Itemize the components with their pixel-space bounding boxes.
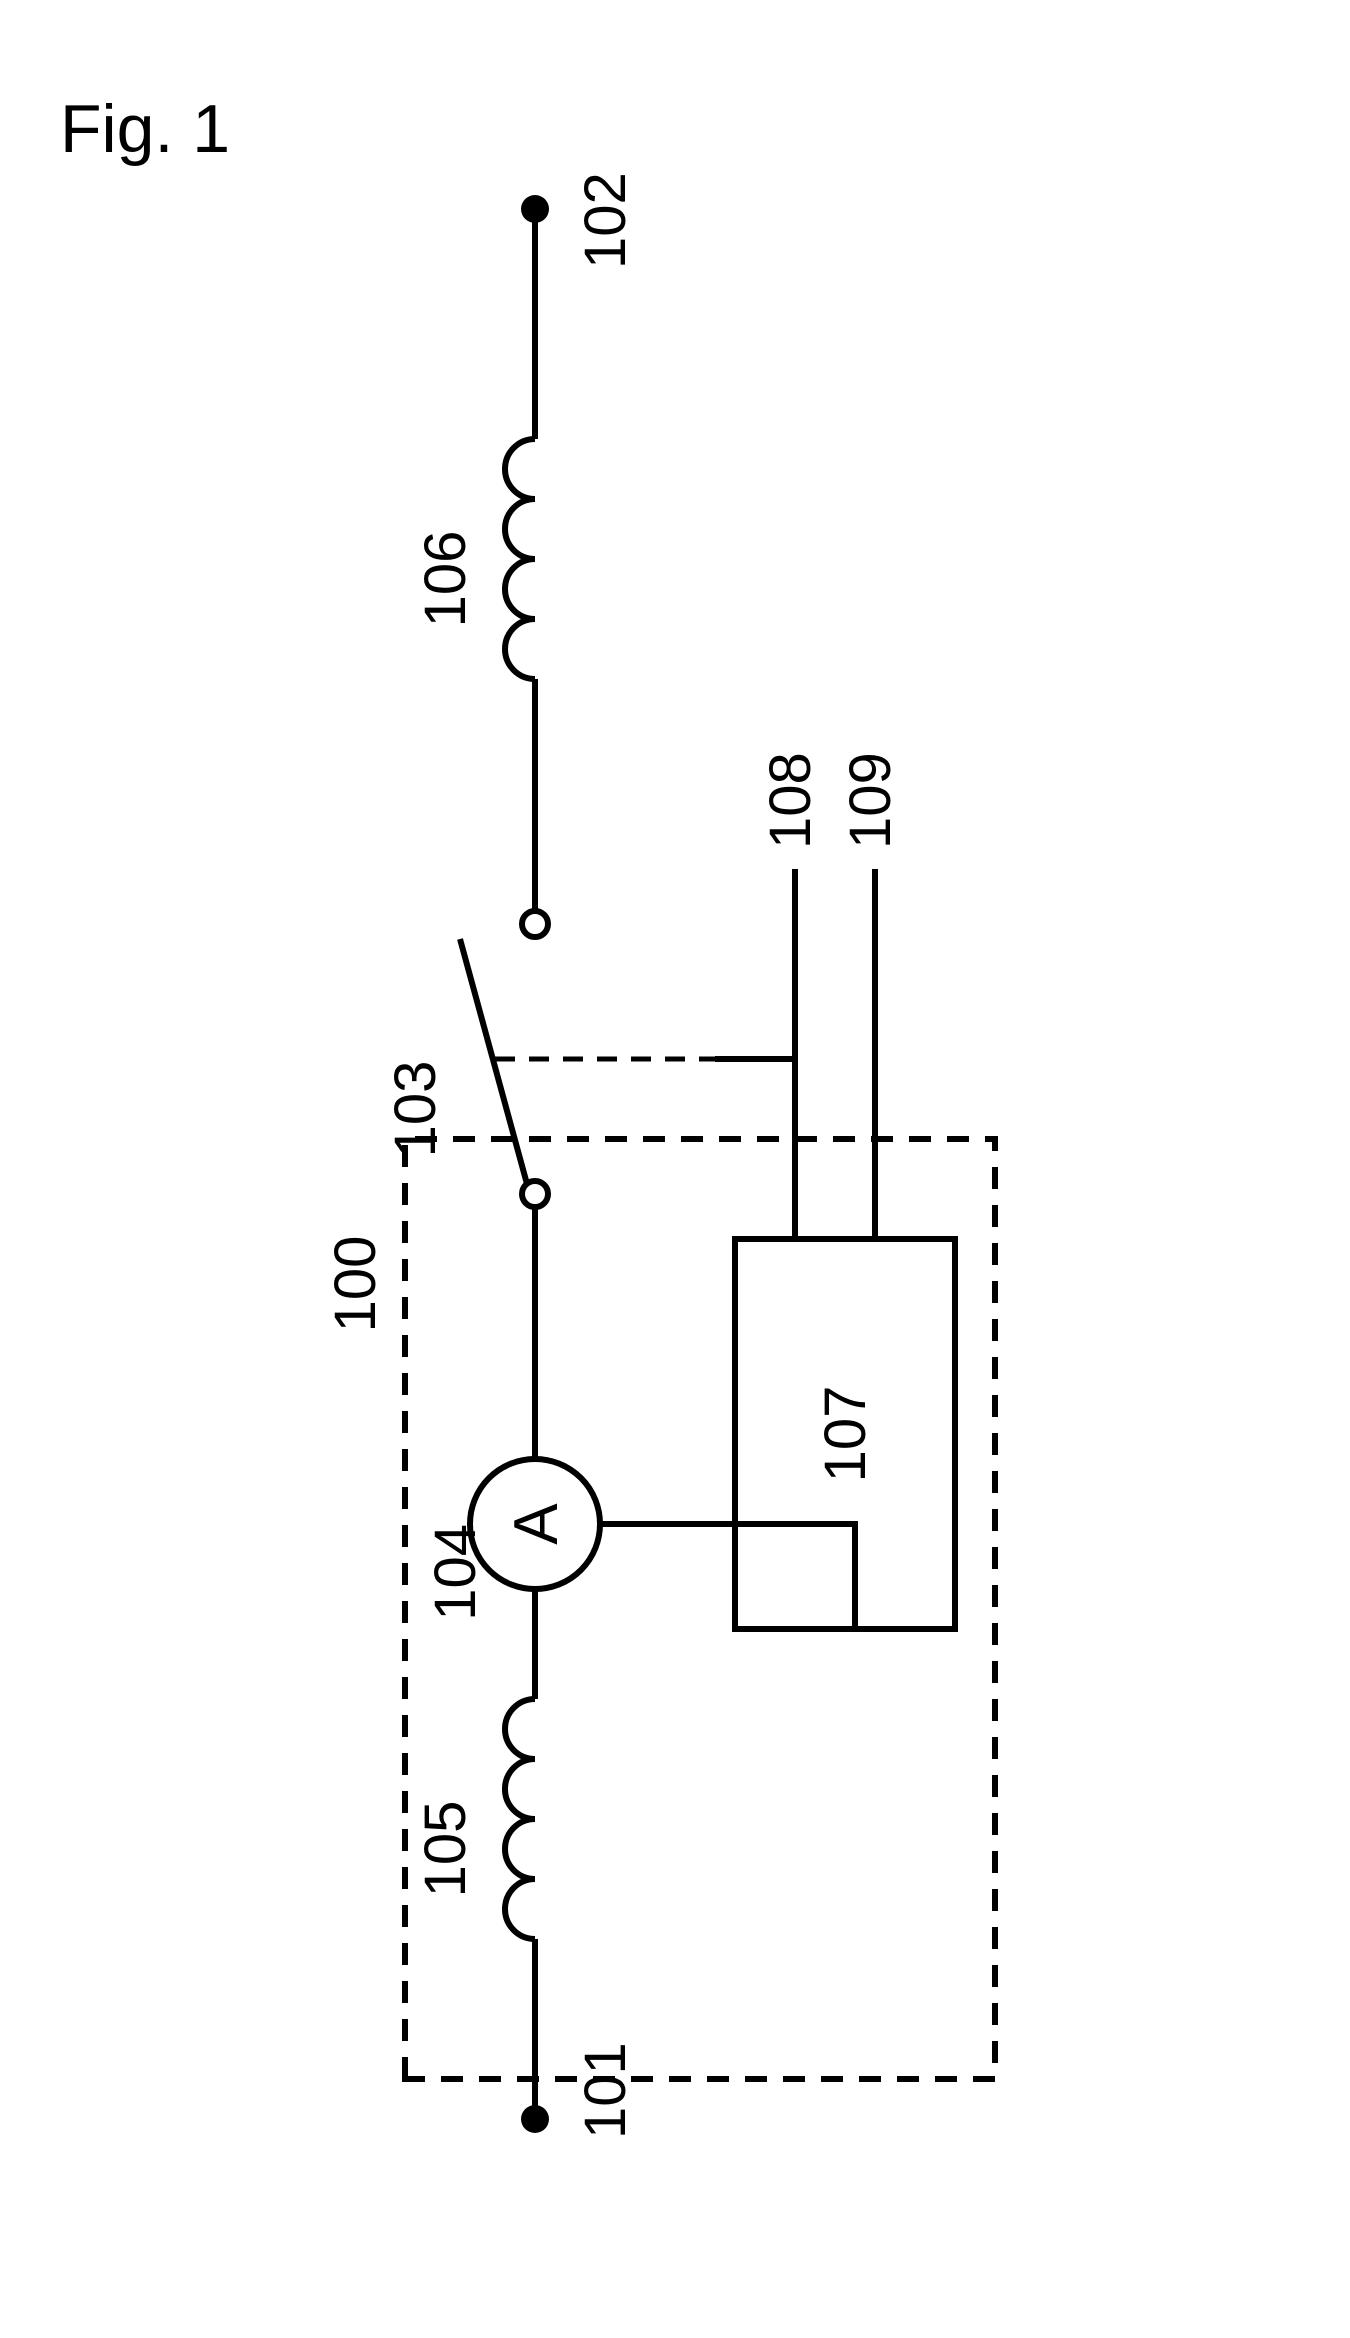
switch-contact-left <box>522 1181 548 1207</box>
diagram-canvas: Fig. 1 <box>0 0 1350 2338</box>
label-102: 102 <box>573 172 638 269</box>
terminal-102 <box>521 195 549 223</box>
label-106: 106 <box>413 531 478 628</box>
label-109: 109 <box>838 752 903 849</box>
label-100: 100 <box>323 1236 388 1333</box>
switch-arm <box>460 939 527 1184</box>
switch-contact-right <box>522 911 548 937</box>
label-108: 108 <box>758 752 823 849</box>
circuit-svg: A 101 102 105 106 104 103 100 107 108 10… <box>0 0 1350 2338</box>
label-107: 107 <box>813 1386 878 1483</box>
inductor-105 <box>505 1699 535 1939</box>
label-104: 104 <box>423 1524 488 1621</box>
label-103: 103 <box>383 1061 448 1158</box>
inductor-106 <box>505 439 535 679</box>
label-101: 101 <box>573 2042 638 2139</box>
ammeter-letter: A <box>502 1503 571 1545</box>
label-105: 105 <box>413 1801 478 1898</box>
